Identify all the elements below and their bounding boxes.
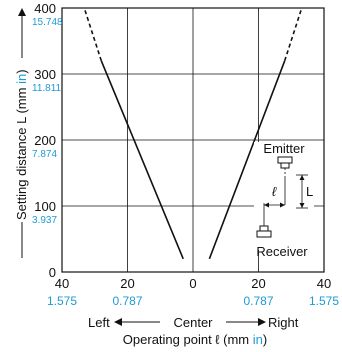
y-tick-label: 100 (34, 199, 56, 214)
direction-row: Left Center Right (88, 315, 299, 330)
receiver-label: Receiver (256, 244, 308, 259)
L-arrow-up (299, 175, 305, 180)
x-tick-label-inch: 1.575 (47, 294, 77, 308)
x-axis-title: Operating point ℓ (mm in) (123, 332, 267, 347)
L-arrow-down (299, 203, 305, 208)
x-tick-label-inch: 0.787 (112, 294, 142, 308)
x-axis-title-unit: in (253, 332, 263, 347)
x-tick-label: 40 (55, 276, 69, 291)
x-tick-label: 20 (120, 276, 134, 291)
series-line (100, 60, 184, 260)
y-axis-title-text: Setting distance L (mm in) (14, 69, 29, 220)
x-axis-title-main: Operating point ℓ (mm (123, 332, 253, 347)
x-tick-labels: 40 1.575 20 0.787 0 20 0.787 40 1.575 (47, 276, 339, 308)
y-axis-title: Setting distance L (mm in) (14, 8, 29, 258)
series-lines (84, 9, 302, 260)
y-tick-label: 200 (34, 133, 56, 148)
l-symbol: ℓ (272, 184, 277, 199)
emitter-label: Emitter (263, 141, 305, 156)
y-tick-label-inch: 7.874 (32, 149, 57, 160)
x-tick-label: 20 (251, 276, 265, 291)
x-tick-label: 0 (189, 276, 196, 291)
receiver-icon-lens (259, 225, 269, 232)
y-axis-arrow-head (18, 8, 26, 16)
series-line (84, 9, 103, 62)
series-line (283, 9, 302, 62)
emitter-icon (277, 156, 293, 164)
y-tick-label-inch: 15.748 (32, 17, 63, 28)
x-tick-label: 40 (317, 276, 331, 291)
y-axis-title-close: ) (14, 69, 29, 73)
y-axis-title-unit: in (14, 74, 29, 84)
direction-right: Right (268, 315, 299, 330)
direction-left-arrow-head (114, 318, 122, 326)
y-tick-label: 0 (49, 265, 56, 280)
y-tick-label-inch: 3.937 (32, 215, 57, 226)
y-tick-label: 400 (34, 1, 56, 16)
x-axis-title-close: ) (263, 332, 267, 347)
l-arrow-right (280, 202, 285, 208)
direction-center: Center (173, 315, 213, 330)
x-tick-label-inch: 0.787 (243, 294, 273, 308)
receiver-icon (256, 230, 272, 238)
l-arrow-left (264, 202, 269, 208)
y-tick-label-inch: 11.811 (32, 83, 62, 94)
x-tick-label-inch: 1.575 (309, 294, 339, 308)
direction-right-arrow-head (258, 318, 266, 326)
y-tick-label: 300 (34, 67, 56, 82)
emitter-icon-lens (280, 162, 290, 169)
direction-left: Left (88, 315, 110, 330)
y-axis-title-main: Setting distance L (mm (14, 84, 29, 220)
L-symbol: L (306, 184, 313, 199)
sensor-inset-diagram: Emitter L ℓ Receiver (254, 141, 314, 259)
series-line (208, 60, 286, 260)
